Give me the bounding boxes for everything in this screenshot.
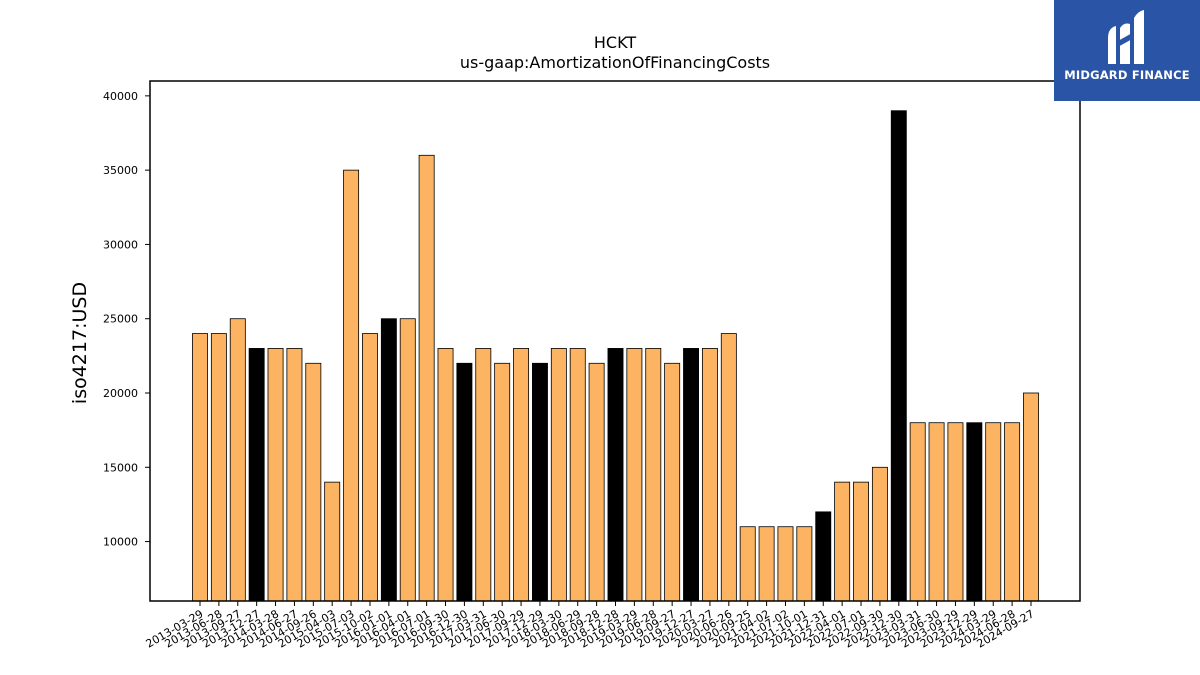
bar [513, 348, 530, 602]
y-tick-label: 10000 [103, 536, 138, 549]
y-tick-label: 15000 [103, 461, 138, 474]
bar [362, 333, 378, 602]
bar [739, 526, 756, 602]
bar [796, 526, 813, 602]
bar [607, 348, 624, 602]
bar [683, 348, 699, 602]
bar [720, 333, 737, 602]
bar [701, 348, 718, 602]
bar [1023, 392, 1039, 602]
bar [343, 169, 360, 602]
bar [399, 318, 416, 602]
bar [286, 348, 303, 602]
y-tick-label: 25000 [103, 313, 138, 326]
y-tick-label: 40000 [103, 90, 138, 103]
bar [456, 362, 473, 602]
bar [588, 362, 605, 602]
bar [418, 154, 435, 602]
y-axis-label: iso4217:USD [69, 282, 91, 404]
bar [853, 481, 869, 602]
bar [532, 362, 548, 602]
bar [834, 481, 851, 602]
bar [248, 348, 265, 602]
bar [909, 422, 926, 602]
bar [437, 348, 454, 602]
bar [569, 348, 586, 602]
bar [777, 526, 794, 602]
bar [815, 511, 832, 602]
bar [229, 318, 246, 602]
y-tick-label: 20000 [103, 387, 138, 400]
chart-subtitle: us-gaap:AmortizationOfFinancingCosts [460, 53, 770, 72]
bar [758, 526, 775, 602]
bar [210, 333, 227, 602]
bar [192, 333, 208, 602]
bar [928, 422, 945, 602]
bar [626, 348, 643, 602]
midgard-logo-icon [1108, 10, 1144, 64]
bar [871, 466, 888, 602]
bar [550, 348, 567, 602]
bar [267, 348, 284, 602]
bar [324, 481, 341, 602]
bar [947, 422, 964, 602]
brand-logo: MIDGARD FINANCE [1054, 0, 1200, 101]
bar [305, 362, 322, 602]
y-tick-label: 30000 [103, 238, 138, 251]
brand-name: MIDGARD FINANCE [1064, 68, 1190, 82]
x-axis-ticks: 2013-03-292013-06-282013-09-272013-12-27… [144, 601, 1037, 651]
bar [890, 110, 907, 602]
y-tick-label: 35000 [103, 164, 138, 177]
bars-group [192, 110, 1039, 602]
y-axis-ticks: 10000 15000 20000 25000 30000 35000 40000 [103, 90, 150, 549]
bar [494, 362, 511, 602]
bar [985, 422, 1002, 602]
bar [380, 318, 397, 602]
bar [1004, 422, 1021, 602]
plot-frame [149, 80, 1081, 602]
chart-title: HCKT [594, 33, 636, 52]
bar [475, 348, 492, 602]
bar [645, 348, 662, 602]
bar [966, 422, 983, 602]
bar [664, 362, 681, 602]
